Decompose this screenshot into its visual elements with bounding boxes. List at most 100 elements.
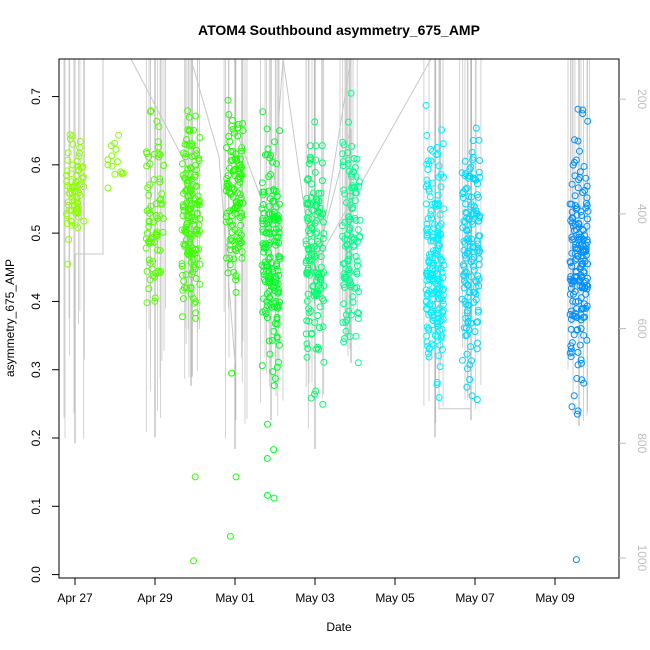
data-point [466, 361, 474, 369]
data-point [427, 211, 435, 219]
data-point [341, 274, 348, 282]
data-point [429, 271, 437, 279]
data-point [580, 331, 588, 339]
data-point [319, 218, 327, 226]
data-point [188, 189, 196, 197]
data-point [260, 244, 268, 252]
data-point [237, 194, 245, 202]
data-point [238, 144, 246, 152]
data-point [320, 297, 328, 305]
data-point [227, 148, 235, 155]
data-point [573, 410, 581, 418]
data-point [223, 179, 231, 187]
data-point [234, 132, 242, 140]
data-point [340, 281, 348, 289]
data-point [353, 155, 361, 163]
data-point [312, 230, 320, 238]
data-point [423, 176, 431, 184]
data-point [342, 242, 349, 250]
data-point [183, 136, 190, 143]
data-point [574, 105, 582, 113]
data-point [191, 173, 199, 181]
data-point [462, 332, 470, 340]
data-point [65, 236, 73, 243]
data-point [185, 230, 193, 238]
data-point [429, 147, 437, 155]
x-tick-label: May 07 [455, 591, 495, 605]
data-point [475, 214, 483, 222]
data-point [475, 168, 483, 176]
data-point [573, 204, 581, 212]
data-point [475, 248, 483, 256]
data-point [236, 214, 244, 221]
data-point [104, 184, 112, 192]
data-point [64, 260, 72, 268]
data-point [435, 261, 443, 269]
data-point [273, 363, 281, 371]
data-point [312, 156, 320, 164]
data-point [427, 214, 435, 222]
y-tick-label: 0.1 [29, 498, 43, 515]
data-point [182, 236, 190, 244]
y2-tick-label: 200 [635, 89, 649, 109]
data-point [437, 334, 445, 342]
y-tick-label: 0.7 [29, 88, 43, 105]
data-point [584, 117, 592, 125]
data-point [570, 392, 578, 400]
data-point [264, 420, 271, 428]
data-point [260, 268, 268, 275]
data-point [259, 220, 267, 228]
data-point [72, 178, 80, 186]
y-tick-label: 0.6 [29, 156, 43, 173]
data-point [184, 107, 191, 115]
x-tick-label: May 01 [215, 591, 255, 605]
data-point [234, 120, 242, 128]
data-point [579, 226, 587, 234]
data-point [436, 363, 444, 371]
data-point [304, 199, 312, 207]
data-point [237, 239, 245, 247]
data-point [424, 157, 432, 165]
data-point [315, 197, 323, 205]
data-point [583, 182, 591, 190]
data-point [266, 154, 274, 162]
data-point [180, 207, 188, 215]
data-point [308, 180, 316, 188]
data-point [344, 149, 351, 157]
data-point [74, 167, 82, 175]
data-point [226, 532, 234, 540]
data-point [192, 228, 200, 236]
data-point [303, 317, 311, 325]
data-point [268, 259, 275, 267]
data-point [342, 265, 350, 273]
data-point [145, 285, 153, 293]
data-point [576, 341, 584, 349]
x-tick-label: May 05 [375, 591, 415, 605]
x-axis-label: Date [326, 620, 352, 634]
data-point [428, 200, 436, 208]
data-point [315, 208, 323, 216]
data-point [583, 238, 591, 246]
data-point [237, 231, 245, 239]
data-point [471, 277, 479, 285]
data-point [188, 271, 196, 279]
data-point [311, 219, 319, 227]
y2-tick-label: 400 [635, 204, 649, 224]
data-point [572, 556, 580, 564]
data-point [463, 209, 471, 217]
data-point [275, 341, 283, 349]
data-point [342, 311, 350, 319]
data-point [350, 155, 358, 162]
data-point [268, 336, 276, 344]
data-point [439, 286, 446, 294]
data-point [317, 274, 325, 282]
data-point [351, 214, 359, 222]
data-point [259, 201, 267, 208]
data-point [227, 157, 235, 165]
data-point [439, 346, 446, 353]
data-point [466, 165, 474, 173]
data-point [435, 162, 443, 170]
data-point [312, 289, 320, 297]
data-point [355, 178, 363, 186]
data-point [319, 400, 327, 408]
